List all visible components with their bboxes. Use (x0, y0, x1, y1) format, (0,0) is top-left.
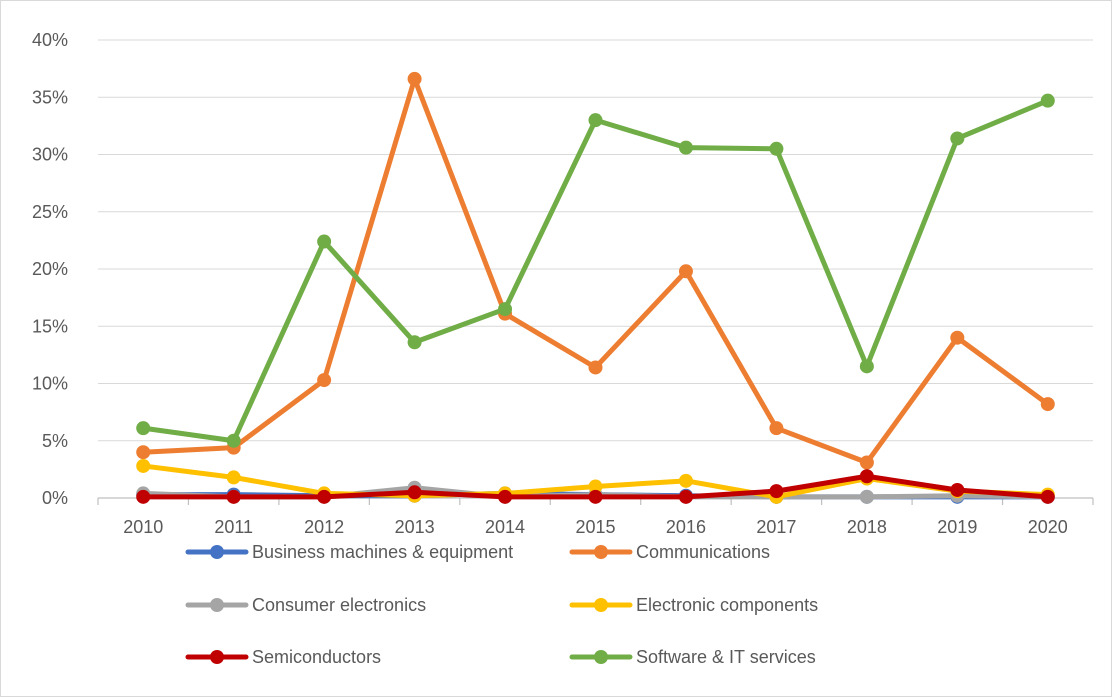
y-tick-label: 20% (32, 259, 68, 279)
y-tick-label: 40% (32, 30, 68, 50)
legend-label: Electronic components (636, 595, 818, 615)
legend-item-semiconductors: Semiconductors (185, 647, 381, 667)
data-point-semiconductors (859, 469, 874, 484)
y-tick-label: 30% (32, 145, 68, 165)
legend-label: Semiconductors (252, 647, 381, 667)
legend-marker-swatch (210, 598, 224, 612)
legend-marker-swatch (594, 598, 608, 612)
x-tick-label: 2020 (1028, 517, 1068, 537)
data-point-communications (317, 373, 332, 388)
legend-item-electronic-components: Electronic components (569, 595, 818, 615)
series-line-software-and-it-services (140, 98, 1051, 444)
y-tick-label: 15% (32, 316, 68, 336)
data-point-software-and-it-services (407, 335, 422, 350)
y-tick-label: 5% (42, 431, 68, 451)
data-point-electronic-components (136, 458, 151, 473)
legend-item-consumer-electronics: Consumer electronics (185, 595, 426, 615)
data-point-electronic-components (678, 473, 693, 488)
legend-marker-swatch (210, 650, 224, 664)
y-tick-label: 0% (42, 488, 68, 508)
x-tick-label: 2017 (756, 517, 796, 537)
data-point-communications (1040, 397, 1055, 412)
data-point-software-and-it-services (769, 141, 784, 156)
data-point-communications (588, 360, 603, 375)
legend-item-communications: Communications (569, 542, 770, 562)
series-lines (136, 71, 1055, 504)
y-tick-label: 25% (32, 202, 68, 222)
data-point-communications (769, 421, 784, 436)
legend-label: Communications (636, 542, 770, 562)
legend-label: Consumer electronics (252, 595, 426, 615)
data-point-semiconductors (950, 482, 965, 497)
data-point-software-and-it-services (498, 302, 513, 317)
data-point-semiconductors (588, 489, 603, 504)
series-software-and-it-services (136, 93, 1055, 448)
data-point-semiconductors (498, 489, 513, 504)
data-point-semiconductors (317, 489, 332, 504)
series-communications (136, 71, 1055, 470)
data-point-software-and-it-services (859, 359, 874, 374)
data-point-software-and-it-services (1040, 93, 1055, 108)
legend-item-business-machines-and-equipment: Business machines & equipment (185, 542, 513, 562)
data-point-semiconductors (1040, 489, 1055, 504)
data-point-software-and-it-services (226, 433, 241, 448)
legend-marker-swatch (594, 650, 608, 664)
legend: Business machines & equipment Communicati… (185, 542, 818, 667)
data-point-communications (859, 455, 874, 470)
legend-item-software-and-it-services: Software & IT services (569, 647, 816, 667)
x-tick-label: 2014 (485, 517, 525, 537)
x-axis-tick-labels: 2010 2011 2012 2013 2014 2015 2016 2017 2018 2019… (123, 517, 1068, 537)
data-point-communications (407, 71, 422, 86)
x-tick-label: 2016 (666, 517, 706, 537)
data-point-electronic-components (226, 470, 241, 485)
x-tick-label: 2019 (937, 517, 977, 537)
data-point-semiconductors (769, 484, 784, 499)
data-point-software-and-it-services (678, 140, 693, 155)
data-point-software-and-it-services (950, 131, 965, 146)
series-line-communications (140, 76, 1051, 466)
x-tick-label: 2011 (214, 517, 253, 537)
data-point-software-and-it-services (588, 113, 603, 128)
x-tick-label: 2012 (304, 517, 344, 537)
data-point-communications (678, 264, 693, 279)
data-point-software-and-it-services (317, 234, 332, 249)
data-point-semiconductors (407, 485, 422, 500)
data-point-semiconductors (226, 489, 241, 504)
y-tick-label: 35% (32, 87, 68, 107)
legend-marker-swatch (210, 545, 224, 559)
y-axis-tick-labels: 0% 5% 10% 15% 20% 25% 30% 35% 40% (32, 30, 68, 508)
x-tick-label: 2015 (575, 517, 615, 537)
legend-marker-swatch (594, 545, 608, 559)
x-tick-label: 2010 (123, 517, 163, 537)
legend-label: Business machines & equipment (252, 542, 513, 562)
data-point-semiconductors (678, 489, 693, 504)
data-point-semiconductors (136, 489, 151, 504)
gridlines (98, 39, 1093, 442)
data-point-software-and-it-services (136, 421, 151, 436)
x-tick-label: 2018 (847, 517, 887, 537)
data-point-consumer-electronics (859, 489, 874, 504)
series-semiconductors (136, 469, 1055, 504)
data-point-communications (136, 445, 151, 460)
legend-label: Software & IT services (636, 647, 816, 667)
data-point-communications (950, 330, 965, 345)
x-tick-label: 2013 (395, 517, 435, 537)
y-tick-label: 10% (32, 374, 68, 394)
data-point-electronic-components (588, 479, 603, 494)
